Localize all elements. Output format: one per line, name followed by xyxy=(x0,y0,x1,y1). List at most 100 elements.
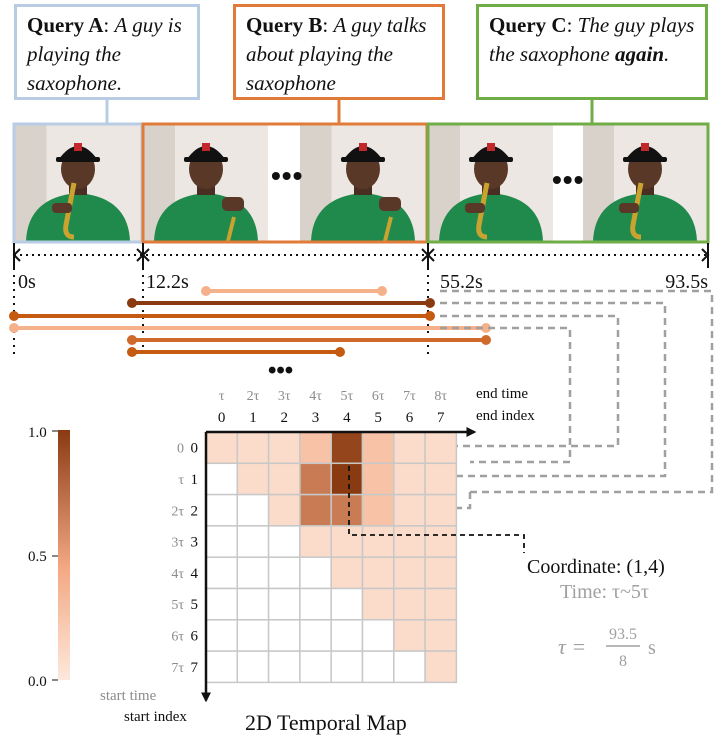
map-cell xyxy=(424,587,458,621)
segment-1 xyxy=(201,286,387,296)
map-cell xyxy=(299,525,332,558)
map-cell xyxy=(236,462,270,496)
map-cell xyxy=(205,525,239,558)
map-cell xyxy=(361,462,395,496)
map-title: 2D Temporal Map xyxy=(245,710,407,735)
map-cell xyxy=(267,431,301,465)
query-a-sep: : xyxy=(103,13,115,37)
end-index-tick: 6 xyxy=(406,410,414,426)
segment-4 xyxy=(9,323,491,333)
start-time-tick: 4τ xyxy=(171,567,184,582)
query-c-text: The guy plays the saxophone xyxy=(489,13,695,66)
map-cell xyxy=(424,525,458,558)
map-cell xyxy=(299,431,332,465)
map-cell xyxy=(361,431,395,465)
end-index-tick: 3 xyxy=(312,410,320,426)
map-cell xyxy=(267,556,301,590)
segment-2 xyxy=(127,298,435,308)
map-cell xyxy=(330,556,364,590)
start-index-label: start index xyxy=(124,709,187,725)
query-a-name: Query A xyxy=(27,13,104,37)
coordinate-label: Coordinate: (1,4) xyxy=(527,556,665,578)
map-cell xyxy=(236,525,270,558)
map-cell xyxy=(236,650,270,684)
time-label-0: 0s xyxy=(18,271,36,293)
start-index-tick: 6 xyxy=(191,628,199,644)
start-time-tick: 7τ xyxy=(171,661,184,676)
segment-6 xyxy=(127,347,345,357)
end-index-tick: 5 xyxy=(374,410,382,426)
map-cell xyxy=(393,462,426,496)
map-cell xyxy=(236,619,270,652)
map-cell xyxy=(393,587,426,621)
tau-numerator: 93.5 xyxy=(609,626,637,643)
end-index-label: end index xyxy=(476,408,535,424)
map-cell xyxy=(424,650,458,684)
colorbar-mid: 0.5 xyxy=(28,549,47,565)
map-cell xyxy=(205,587,239,621)
map-cell xyxy=(424,462,458,496)
query-b-box: Query B: A guy talks about playing the s… xyxy=(233,4,445,100)
map-cell xyxy=(393,431,426,465)
map-cell xyxy=(330,619,364,652)
time-label-1: 12.2s xyxy=(146,271,189,293)
start-index-tick: 7 xyxy=(191,660,199,676)
end-index-tick: 2 xyxy=(281,410,289,426)
map-connectors xyxy=(317,289,714,514)
start-time-tick: 6τ xyxy=(171,629,184,644)
map-cell xyxy=(205,462,239,496)
end-index-tick: 7 xyxy=(437,410,445,426)
map-cell xyxy=(330,431,364,465)
segment-5 xyxy=(127,335,491,345)
map-cell xyxy=(299,556,332,590)
map-cell xyxy=(424,619,458,652)
time-label-2: 55.2s xyxy=(440,271,483,293)
map-cell xyxy=(330,462,364,496)
end-index-tick: 4 xyxy=(343,410,351,426)
end-time-tick: 5τ xyxy=(341,389,354,404)
colorbar-max: 1.0 xyxy=(28,425,47,441)
start-time-tick: 3τ xyxy=(171,536,184,551)
map-cell xyxy=(267,587,301,621)
query-b-text: A guy talks about playing the saxophone xyxy=(246,13,427,95)
frames-ellipsis-c: ••• xyxy=(552,164,585,195)
segments-ellipsis: ••• xyxy=(268,357,293,384)
map-cell xyxy=(267,619,301,652)
query-c-name: Query C xyxy=(489,13,567,37)
map-cell xyxy=(361,525,395,558)
end-index-tick: 0 xyxy=(218,410,226,426)
start-index-tick: 2 xyxy=(191,503,199,519)
map-cell xyxy=(299,650,332,684)
colorbar-min: 0.0 xyxy=(28,674,47,690)
map-cell xyxy=(393,556,426,590)
map-cell xyxy=(205,650,239,684)
map-cell xyxy=(205,493,239,527)
frames-ellipsis-b: ••• xyxy=(271,160,304,191)
coordinate-annotation: Coordinate: (1,4) Time: τ~5τ τ = 93.5 8 … xyxy=(348,466,665,670)
query-a-box: Query A: A guy is playing the saxophone. xyxy=(14,4,200,100)
start-index-tick: 4 xyxy=(191,566,199,582)
segment-3 xyxy=(9,311,435,321)
query-c-emph: again xyxy=(614,42,664,66)
map-cell xyxy=(236,556,270,590)
colorbar: 1.0 0.5 0.0 xyxy=(28,425,70,690)
tau-denominator: 8 xyxy=(619,653,627,670)
tau-lhs: τ = xyxy=(558,634,586,659)
map-cell xyxy=(236,493,270,527)
candidate-segments xyxy=(9,286,491,357)
map-cell xyxy=(299,462,332,496)
video-frames xyxy=(15,125,707,242)
start-index-tick: 5 xyxy=(191,597,199,613)
map-cell xyxy=(393,619,426,652)
time-label-3: 93.5s xyxy=(665,271,708,293)
map-cell xyxy=(361,493,395,527)
start-time-tick: 2τ xyxy=(171,504,184,519)
end-time-label: end time xyxy=(476,386,528,402)
video-frame xyxy=(583,125,707,241)
query-c-box: Query C: The guy plays the saxophone aga… xyxy=(476,4,708,100)
map-cell xyxy=(299,619,332,652)
map-cell xyxy=(205,556,239,590)
query-b-sep: : xyxy=(322,13,334,37)
query-b-name: Query B xyxy=(246,13,323,37)
